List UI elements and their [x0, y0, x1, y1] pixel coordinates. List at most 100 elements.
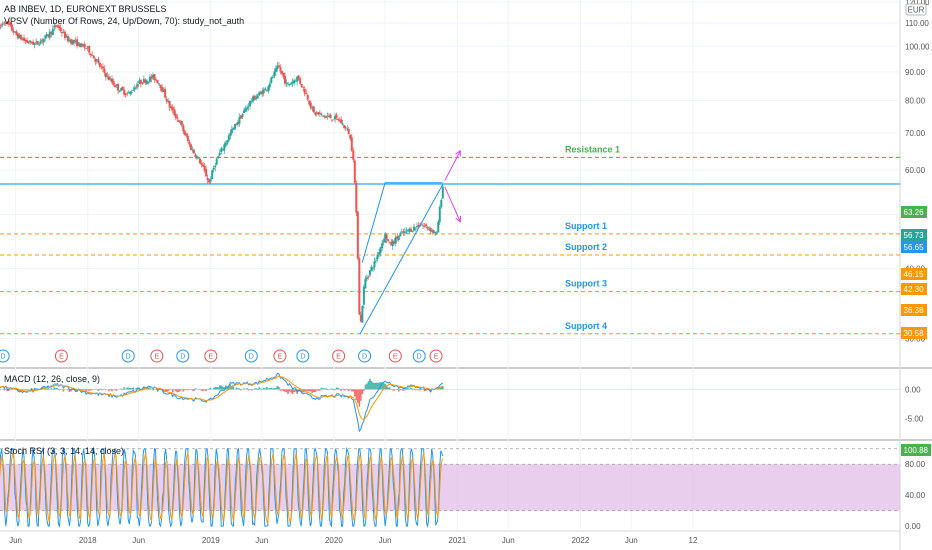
candle[interactable]	[252, 94, 255, 104]
candle[interactable]	[409, 226, 412, 232]
candle[interactable]	[376, 252, 379, 262]
candle[interactable]	[434, 231, 437, 236]
candle[interactable]	[54, 24, 57, 30]
projection-arrows[interactable]	[444, 149, 462, 223]
candle[interactable]	[132, 86, 135, 92]
candle[interactable]	[335, 112, 338, 120]
candle[interactable]	[428, 226, 431, 232]
candle[interactable]	[173, 106, 176, 117]
candle[interactable]	[202, 162, 205, 167]
candle[interactable]	[48, 29, 51, 41]
candle[interactable]	[327, 112, 330, 118]
candle[interactable]	[277, 62, 280, 68]
candle[interactable]	[283, 72, 286, 87]
projection-arrow[interactable]	[444, 149, 461, 181]
candle[interactable]	[371, 266, 374, 272]
candle[interactable]	[120, 87, 123, 92]
candle[interactable]	[127, 90, 130, 94]
candle[interactable]	[156, 79, 159, 84]
candle[interactable]	[117, 82, 120, 95]
candle[interactable]	[303, 86, 306, 97]
candle[interactable]	[432, 229, 435, 235]
candle[interactable]	[161, 84, 164, 93]
candle[interactable]	[177, 119, 180, 123]
candle[interactable]	[241, 113, 244, 120]
candle[interactable]	[435, 231, 438, 236]
candle[interactable]	[361, 305, 364, 323]
candle[interactable]	[340, 116, 343, 124]
candle[interactable]	[12, 27, 15, 35]
earnings-event-marker[interactable]: E	[273, 349, 287, 363]
candle[interactable]	[370, 264, 373, 272]
candle[interactable]	[297, 74, 300, 81]
candle[interactable]	[88, 45, 91, 56]
candle[interactable]	[82, 43, 85, 48]
candle[interactable]	[239, 114, 242, 119]
candle[interactable]	[391, 239, 394, 250]
candle[interactable]	[244, 105, 247, 112]
candle[interactable]	[148, 74, 151, 84]
candle[interactable]	[129, 90, 132, 97]
candle[interactable]	[312, 105, 315, 114]
candle[interactable]	[384, 231, 387, 244]
candle[interactable]	[89, 52, 92, 58]
candle[interactable]	[320, 112, 323, 117]
candle[interactable]	[18, 32, 21, 39]
candle[interactable]	[338, 117, 341, 122]
candle[interactable]	[141, 82, 144, 85]
candle[interactable]	[373, 257, 376, 271]
candle[interactable]	[227, 133, 230, 143]
candle[interactable]	[95, 58, 98, 65]
candle[interactable]	[264, 86, 267, 91]
candle[interactable]	[47, 34, 50, 39]
candle[interactable]	[60, 28, 63, 37]
candle[interactable]	[212, 165, 215, 173]
candle[interactable]	[358, 256, 361, 316]
candle[interactable]	[217, 154, 220, 159]
candle[interactable]	[136, 80, 139, 90]
candle[interactable]	[353, 159, 356, 185]
candle[interactable]	[162, 87, 165, 92]
candle[interactable]	[33, 42, 36, 49]
candle[interactable]	[182, 123, 185, 135]
candle[interactable]	[97, 56, 100, 65]
candle[interactable]	[15, 29, 18, 36]
candle[interactable]	[365, 274, 368, 282]
candle[interactable]	[236, 119, 239, 128]
candle[interactable]	[16, 32, 19, 40]
candle[interactable]	[189, 143, 192, 151]
candle[interactable]	[203, 162, 206, 173]
candle[interactable]	[221, 147, 224, 152]
candle[interactable]	[100, 64, 103, 70]
candle[interactable]	[7, 18, 10, 27]
candle[interactable]	[290, 81, 293, 85]
candle[interactable]	[179, 119, 182, 126]
candle[interactable]	[229, 129, 232, 140]
candle[interactable]	[107, 73, 110, 81]
candle[interactable]	[133, 84, 136, 93]
candle[interactable]	[29, 40, 32, 46]
candle[interactable]	[302, 86, 305, 92]
currency-badge[interactable]	[905, 3, 927, 16]
candle[interactable]	[115, 83, 118, 89]
candle[interactable]	[346, 125, 349, 131]
earnings-event-marker[interactable]: E	[54, 349, 68, 363]
candle[interactable]	[6, 21, 9, 25]
candle[interactable]	[388, 241, 391, 244]
candle[interactable]	[209, 176, 212, 185]
candle[interactable]	[195, 154, 198, 161]
candle[interactable]	[331, 119, 334, 123]
candle[interactable]	[130, 89, 133, 95]
candle[interactable]	[191, 146, 194, 153]
earnings-event-marker[interactable]: E	[204, 349, 218, 363]
candle[interactable]	[76, 36, 79, 49]
candle[interactable]	[233, 123, 236, 131]
candle[interactable]	[235, 122, 238, 126]
candle[interactable]	[280, 70, 283, 75]
candle[interactable]	[378, 248, 381, 258]
candle[interactable]	[208, 178, 211, 185]
candle[interactable]	[180, 120, 183, 128]
candle[interactable]	[53, 22, 56, 32]
candle[interactable]	[285, 79, 288, 88]
